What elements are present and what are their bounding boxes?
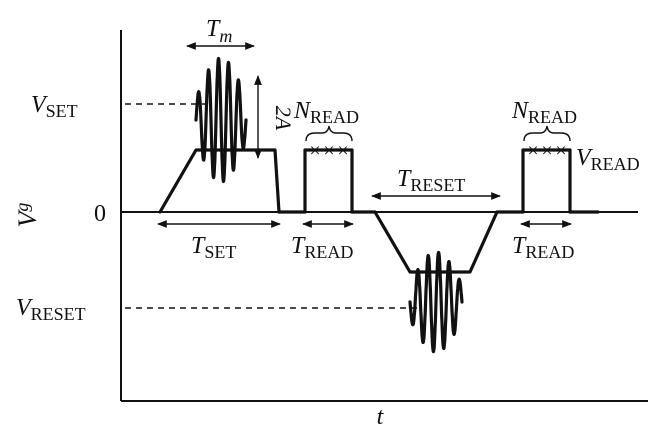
t-read-label-1: TREAD [291, 233, 353, 262]
x-axis-label: t [377, 404, 385, 428]
set-pulse [158, 148, 281, 214]
y-axis-label: Vg [12, 203, 42, 228]
n-read-brace-2 [523, 125, 571, 142]
n-read-label-2: NREAD [511, 98, 577, 127]
v-set-label: VSET [31, 92, 78, 121]
read-marker: × [337, 140, 348, 162]
t-reset-label: TRESET [397, 166, 465, 195]
read-marker: × [323, 140, 334, 162]
read-markers-1: × × × [309, 140, 348, 162]
t-read-label-2: TREAD [512, 233, 574, 262]
read-marker: × [541, 140, 552, 162]
read-pulse-2 [521, 148, 572, 214]
two-a-label: 2A [271, 106, 296, 131]
set-oscillation [194, 56, 248, 184]
v-reset-label: VRESET [16, 295, 86, 324]
reset-oscillation [408, 250, 464, 354]
read-marker: × [555, 140, 566, 162]
n-read-brace-1 [305, 125, 353, 142]
v-read-label: VREAD [576, 145, 640, 174]
read-marker: × [527, 140, 538, 162]
read-pulse-1 [303, 148, 354, 214]
zero-label: 0 [94, 201, 106, 227]
n-read-label-1: NREAD [293, 98, 359, 127]
t-set-label: TSET [191, 233, 236, 262]
t-m-label: Tm [206, 16, 232, 46]
read-markers-2: × × × [527, 140, 566, 162]
read-marker: × [309, 140, 320, 162]
